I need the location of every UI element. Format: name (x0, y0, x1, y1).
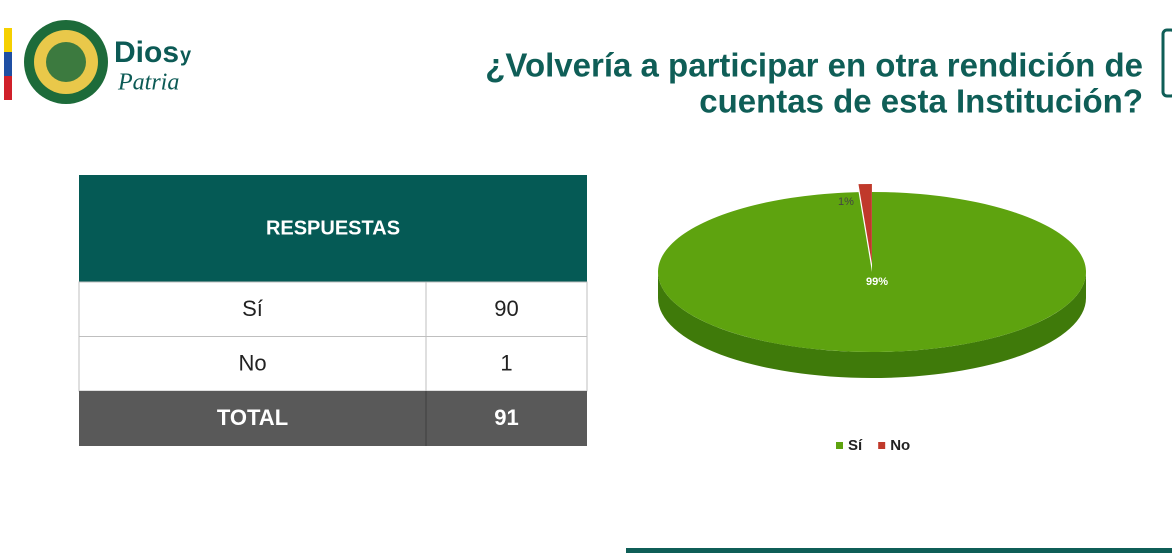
legend-label: Sí (848, 437, 863, 454)
flag-yellow (4, 28, 12, 52)
flag-red (4, 76, 12, 100)
data-label: 99% (866, 276, 888, 288)
table-cell: 90 (494, 296, 518, 321)
logo-word: Patria (117, 70, 179, 96)
seal-core (46, 42, 86, 82)
table-header-bg (79, 175, 587, 282)
table-total: 91 (494, 405, 518, 430)
pie-slice (858, 184, 872, 264)
legend-swatch (878, 442, 886, 449)
pie-chart: 99% 1% Sí No (658, 184, 1087, 454)
title-line: cuentas de esta Institución? (699, 83, 1143, 120)
table-total: TOTAL (217, 405, 288, 430)
edge-icon (1161, 28, 1172, 98)
footer-line (626, 548, 1172, 553)
pie-side (658, 272, 1086, 378)
flag-blue (4, 52, 12, 76)
table-total-bg (79, 391, 587, 446)
table-row (78, 336, 588, 392)
table-cell: Sí (242, 296, 263, 321)
logo-word: Dios (114, 36, 179, 69)
pie-slice (658, 192, 1087, 352)
table: RESPUESTAS Sí 90 No 1 TOTAL 91 (78, 175, 588, 446)
data-label: 1% (838, 196, 854, 208)
table-cell: No (238, 350, 266, 375)
table-cell: 1 (500, 350, 512, 375)
legend-swatch (836, 442, 843, 449)
title-line: ¿Volvería a participar en otra rendición… (485, 47, 1143, 84)
table-header: RESPUESTAS (266, 217, 400, 239)
table-row (78, 281, 588, 337)
legend-label: No (890, 437, 910, 454)
logo-word: y (180, 44, 192, 66)
